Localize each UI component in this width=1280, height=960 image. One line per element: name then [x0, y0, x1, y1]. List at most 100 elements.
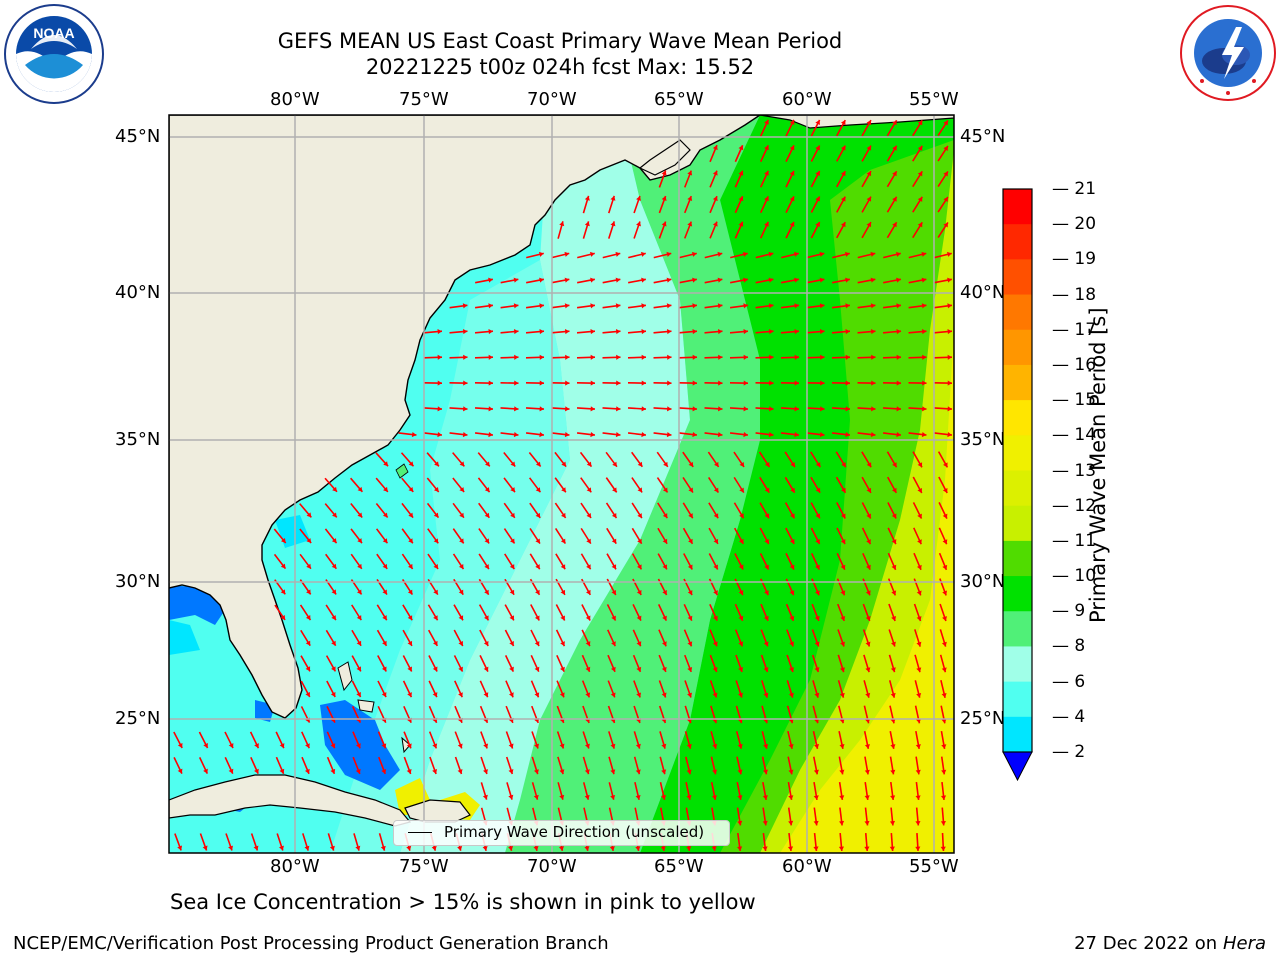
wave-arrow-head [840, 513, 846, 519]
wave-arrow-head [769, 354, 774, 360]
wave-arrow-head [691, 251, 697, 257]
wave-arrow-head [839, 744, 845, 749]
wave-arrow-head [330, 691, 336, 697]
land-mass-bahamas-3 [401, 736, 411, 754]
colorbar-segment [1003, 646, 1032, 683]
wave-arrow-head [815, 513, 821, 519]
wave-arrow-head [177, 845, 183, 851]
wave-arrow-head [458, 589, 464, 595]
wave-arrow-head [610, 794, 616, 800]
wave-arrow-head [813, 795, 819, 800]
wave-arrow-head [514, 380, 519, 386]
wave-arrow-head [513, 329, 519, 335]
date-line: 27 Dec 2022 on Hera [1074, 933, 1266, 954]
wave-arrow-head [840, 590, 846, 596]
wave-arrow-head [331, 640, 336, 646]
wave-arrow-head [865, 641, 871, 647]
wave-arrow-head [560, 641, 565, 647]
wave-arrow-head [941, 641, 947, 647]
wave-arrow-head [916, 692, 922, 698]
wave-arrow-head [892, 171, 897, 177]
wave-arrow-head [892, 462, 897, 468]
wave-arrow-head [764, 145, 769, 151]
wave-arrow-head [355, 845, 361, 851]
wave-arrow-head [743, 431, 748, 438]
wave-arrow-head [666, 431, 672, 438]
wave-arrow-head [768, 303, 774, 309]
wave-arrow-head [764, 196, 769, 202]
wave-arrow-head [713, 615, 718, 621]
wave-arrow-head [794, 303, 799, 309]
wave-arrow-head [462, 431, 468, 438]
wave-arrow-head [356, 743, 361, 749]
wave-arrow-head [203, 743, 208, 749]
wave-arrow-head [667, 380, 672, 386]
wave-arrow-head [662, 615, 667, 621]
wave-arrow-head [942, 616, 947, 622]
wave-arrow-head [488, 354, 493, 360]
wave-arrow-head [331, 563, 337, 569]
wave-arrow-head [891, 539, 897, 545]
colorbar-tick-label: — 6 [1052, 671, 1086, 692]
wave-arrow-head [840, 564, 846, 570]
wave-arrow-head [433, 615, 438, 621]
wave-arrow-head [922, 406, 927, 412]
wave-arrow-head [790, 487, 795, 493]
wave-arrow-head [941, 769, 947, 775]
wave-arrow-head [610, 769, 616, 775]
colorbar-segment [1003, 294, 1032, 331]
wave-arrow-head [560, 666, 565, 672]
wave-arrow-head [304, 768, 310, 774]
wave-arrow-head [922, 354, 927, 360]
wave-arrow-head [539, 277, 544, 283]
wave-arrow-head [864, 846, 870, 851]
wave-arrow-head [921, 277, 927, 283]
wave-arrow-head [738, 615, 744, 621]
wave-arrow-head [356, 589, 362, 595]
wave-arrow-head [916, 616, 922, 621]
wave-arrow-head [381, 666, 387, 672]
colorbar-segment [1003, 540, 1032, 577]
wave-arrow-head [738, 538, 744, 544]
wave-arrow-head [533, 846, 539, 851]
wave-arrow-head [564, 251, 570, 257]
wave-arrow-head [280, 563, 286, 569]
lat-label-left-45n: 45°N [115, 126, 161, 147]
wave-arrow-head [794, 354, 799, 360]
wave-arrow-head [840, 641, 845, 647]
wave-arrow-head [819, 277, 825, 283]
wave-arrow-head [437, 406, 442, 412]
wave-arrow-head [431, 845, 437, 851]
wave-arrow-head [687, 615, 693, 621]
wave-arrow-head [947, 303, 952, 309]
wave-arrow-head [615, 303, 621, 309]
wave-arrow-head [712, 769, 718, 775]
legend-label: Primary Wave Direction (unscaled) [444, 823, 705, 841]
wave-arrow-head [692, 303, 697, 309]
wave-arrow-head [940, 846, 946, 851]
wave-arrow-head [717, 277, 723, 283]
wave-arrow-head [611, 513, 617, 519]
colorbar-tick-label: — 13 [1052, 460, 1097, 481]
wave-arrow-head [635, 769, 641, 775]
wave-arrow-head [458, 640, 463, 646]
wave-arrow-head [870, 277, 876, 283]
colorbar-tick-label: — 16 [1052, 354, 1097, 375]
wave-arrow-head [762, 795, 768, 800]
wave-arrow-head [641, 380, 646, 386]
wave-arrow-head [737, 795, 743, 800]
wave-arrow-head [636, 666, 642, 672]
wave-arrow-head [279, 845, 284, 851]
wave-arrow-head [590, 380, 595, 386]
lat-label-left-25n: 25°N [115, 708, 161, 729]
wave-arrow-head [586, 487, 592, 493]
wave-arrow-head [686, 743, 692, 749]
wave-arrow-head [762, 846, 768, 851]
wave-arrow-head [864, 795, 870, 800]
wave-arrow-head [535, 512, 541, 518]
wave-arrow-head [411, 431, 417, 438]
colorbar-segment [1003, 189, 1032, 225]
wave-arrow-head [687, 196, 693, 202]
wave-arrow-head [865, 667, 871, 673]
wave-arrow-head [713, 564, 718, 570]
